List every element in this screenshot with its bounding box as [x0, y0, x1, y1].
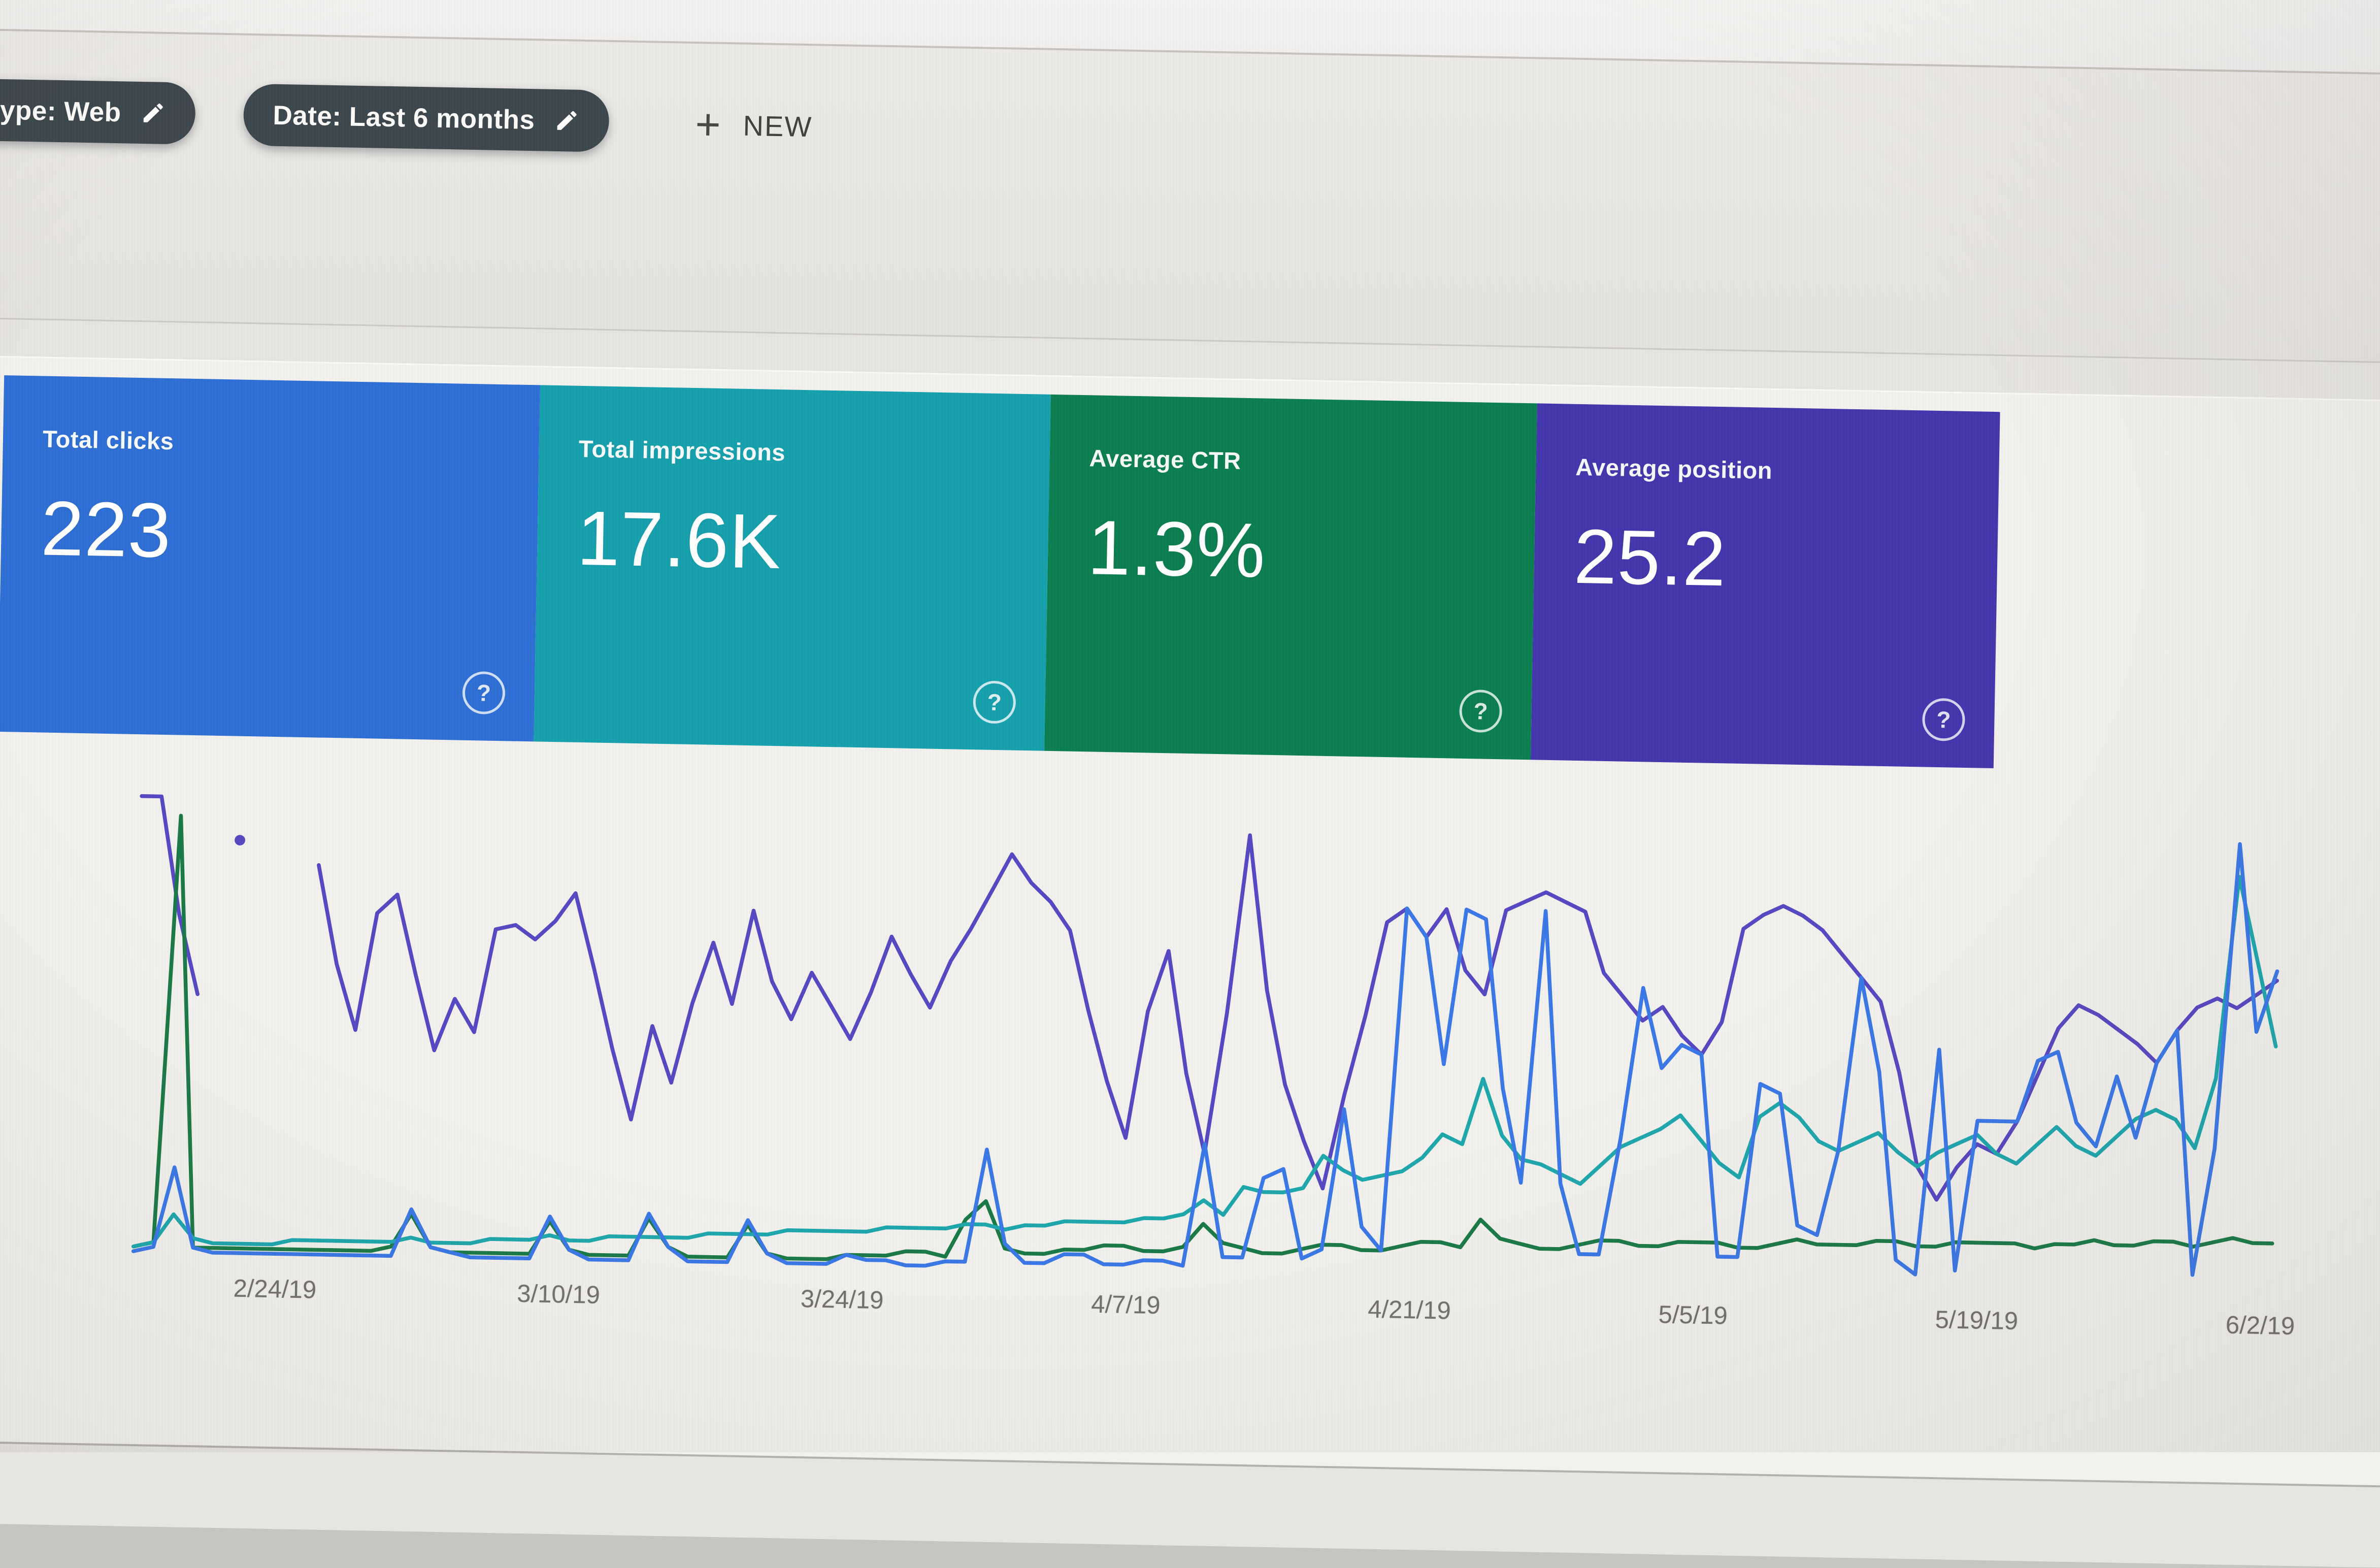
help-circle-icon[interactable]: ?	[973, 680, 1016, 724]
isolated-data-point	[235, 835, 245, 845]
metric-value: 1.3%	[1087, 503, 1535, 600]
metric-label: Total clicks	[42, 424, 539, 462]
metric-card-average-position[interactable]: Average position 25.2 ?	[1531, 403, 2000, 768]
metric-label: Average CTR	[1089, 444, 1536, 480]
edit-pencil-icon[interactable]	[140, 100, 166, 126]
metric-value: 25.2	[1573, 512, 1998, 609]
x-axis-tick-label: 6/2/19	[2225, 1311, 2295, 1341]
performance-panel: Total clicks 223 ? Total impressions 17.…	[0, 356, 2380, 1488]
x-axis-tick-label: 2/24/19	[233, 1275, 316, 1304]
series-line-impressions	[134, 838, 2279, 1286]
metric-label: Average position	[1575, 453, 1999, 488]
filter-chip-label: Date: Last 6 months	[273, 100, 535, 135]
metric-label: Total impressions	[578, 435, 1050, 471]
x-axis-tick-label: 5/5/19	[1658, 1300, 1728, 1330]
search-console-performance-screen: type: Web Date: Last 6 months + NEW La T…	[0, 0, 2380, 1510]
edit-pencil-icon[interactable]	[554, 108, 580, 134]
filter-chip-search-type[interactable]: type: Web	[0, 77, 196, 144]
help-circle-icon[interactable]: ?	[462, 671, 506, 715]
new-filter-label: NEW	[743, 109, 813, 143]
performance-trend-chart[interactable]: 2/24/19 3/10/19 3/24/19 4/7/19 4/21/19 5/5/19…	[118, 772, 2352, 1376]
new-filter-button[interactable]: + NEW	[684, 99, 823, 152]
filter-toolbar: type: Web Date: Last 6 months + NEW La	[0, 30, 2380, 364]
metric-value: 17.6K	[576, 494, 1049, 592]
x-axis-tick-label: 5/19/19	[1935, 1305, 2018, 1335]
series-line-ctr	[134, 815, 2279, 1286]
page-content: Total clicks 223 ? Total impressions 17.…	[0, 319, 2380, 1568]
help-circle-icon[interactable]: ?	[1922, 698, 1966, 741]
metric-card-average-ctr[interactable]: Average CTR 1.3% ?	[1044, 395, 1537, 760]
series-line-clicks	[134, 806, 2279, 1291]
x-axis-tick-label: 3/24/19	[800, 1285, 883, 1315]
x-axis-tick-label: 4/21/19	[1368, 1295, 1451, 1325]
x-axis-tick-label: 3/10/19	[517, 1280, 600, 1310]
metric-cards-row: Total clicks 223 ? Total impressions 17.…	[0, 375, 2000, 768]
trend-lines-plot[interactable]	[119, 772, 2300, 1299]
filter-chip-label: type: Web	[0, 94, 121, 128]
help-circle-icon[interactable]: ?	[1459, 690, 1503, 733]
metric-card-total-impressions[interactable]: Total impressions 17.6K ?	[534, 385, 1051, 750]
series-line-average-position	[313, 818, 2279, 1205]
metric-card-total-clicks[interactable]: Total clicks 223 ?	[0, 375, 540, 741]
plus-icon: +	[695, 103, 721, 147]
metric-value: 223	[40, 484, 538, 582]
x-axis-tick-label: 4/7/19	[1091, 1290, 1161, 1320]
filter-chip-date-range[interactable]: Date: Last 6 months	[243, 84, 609, 152]
